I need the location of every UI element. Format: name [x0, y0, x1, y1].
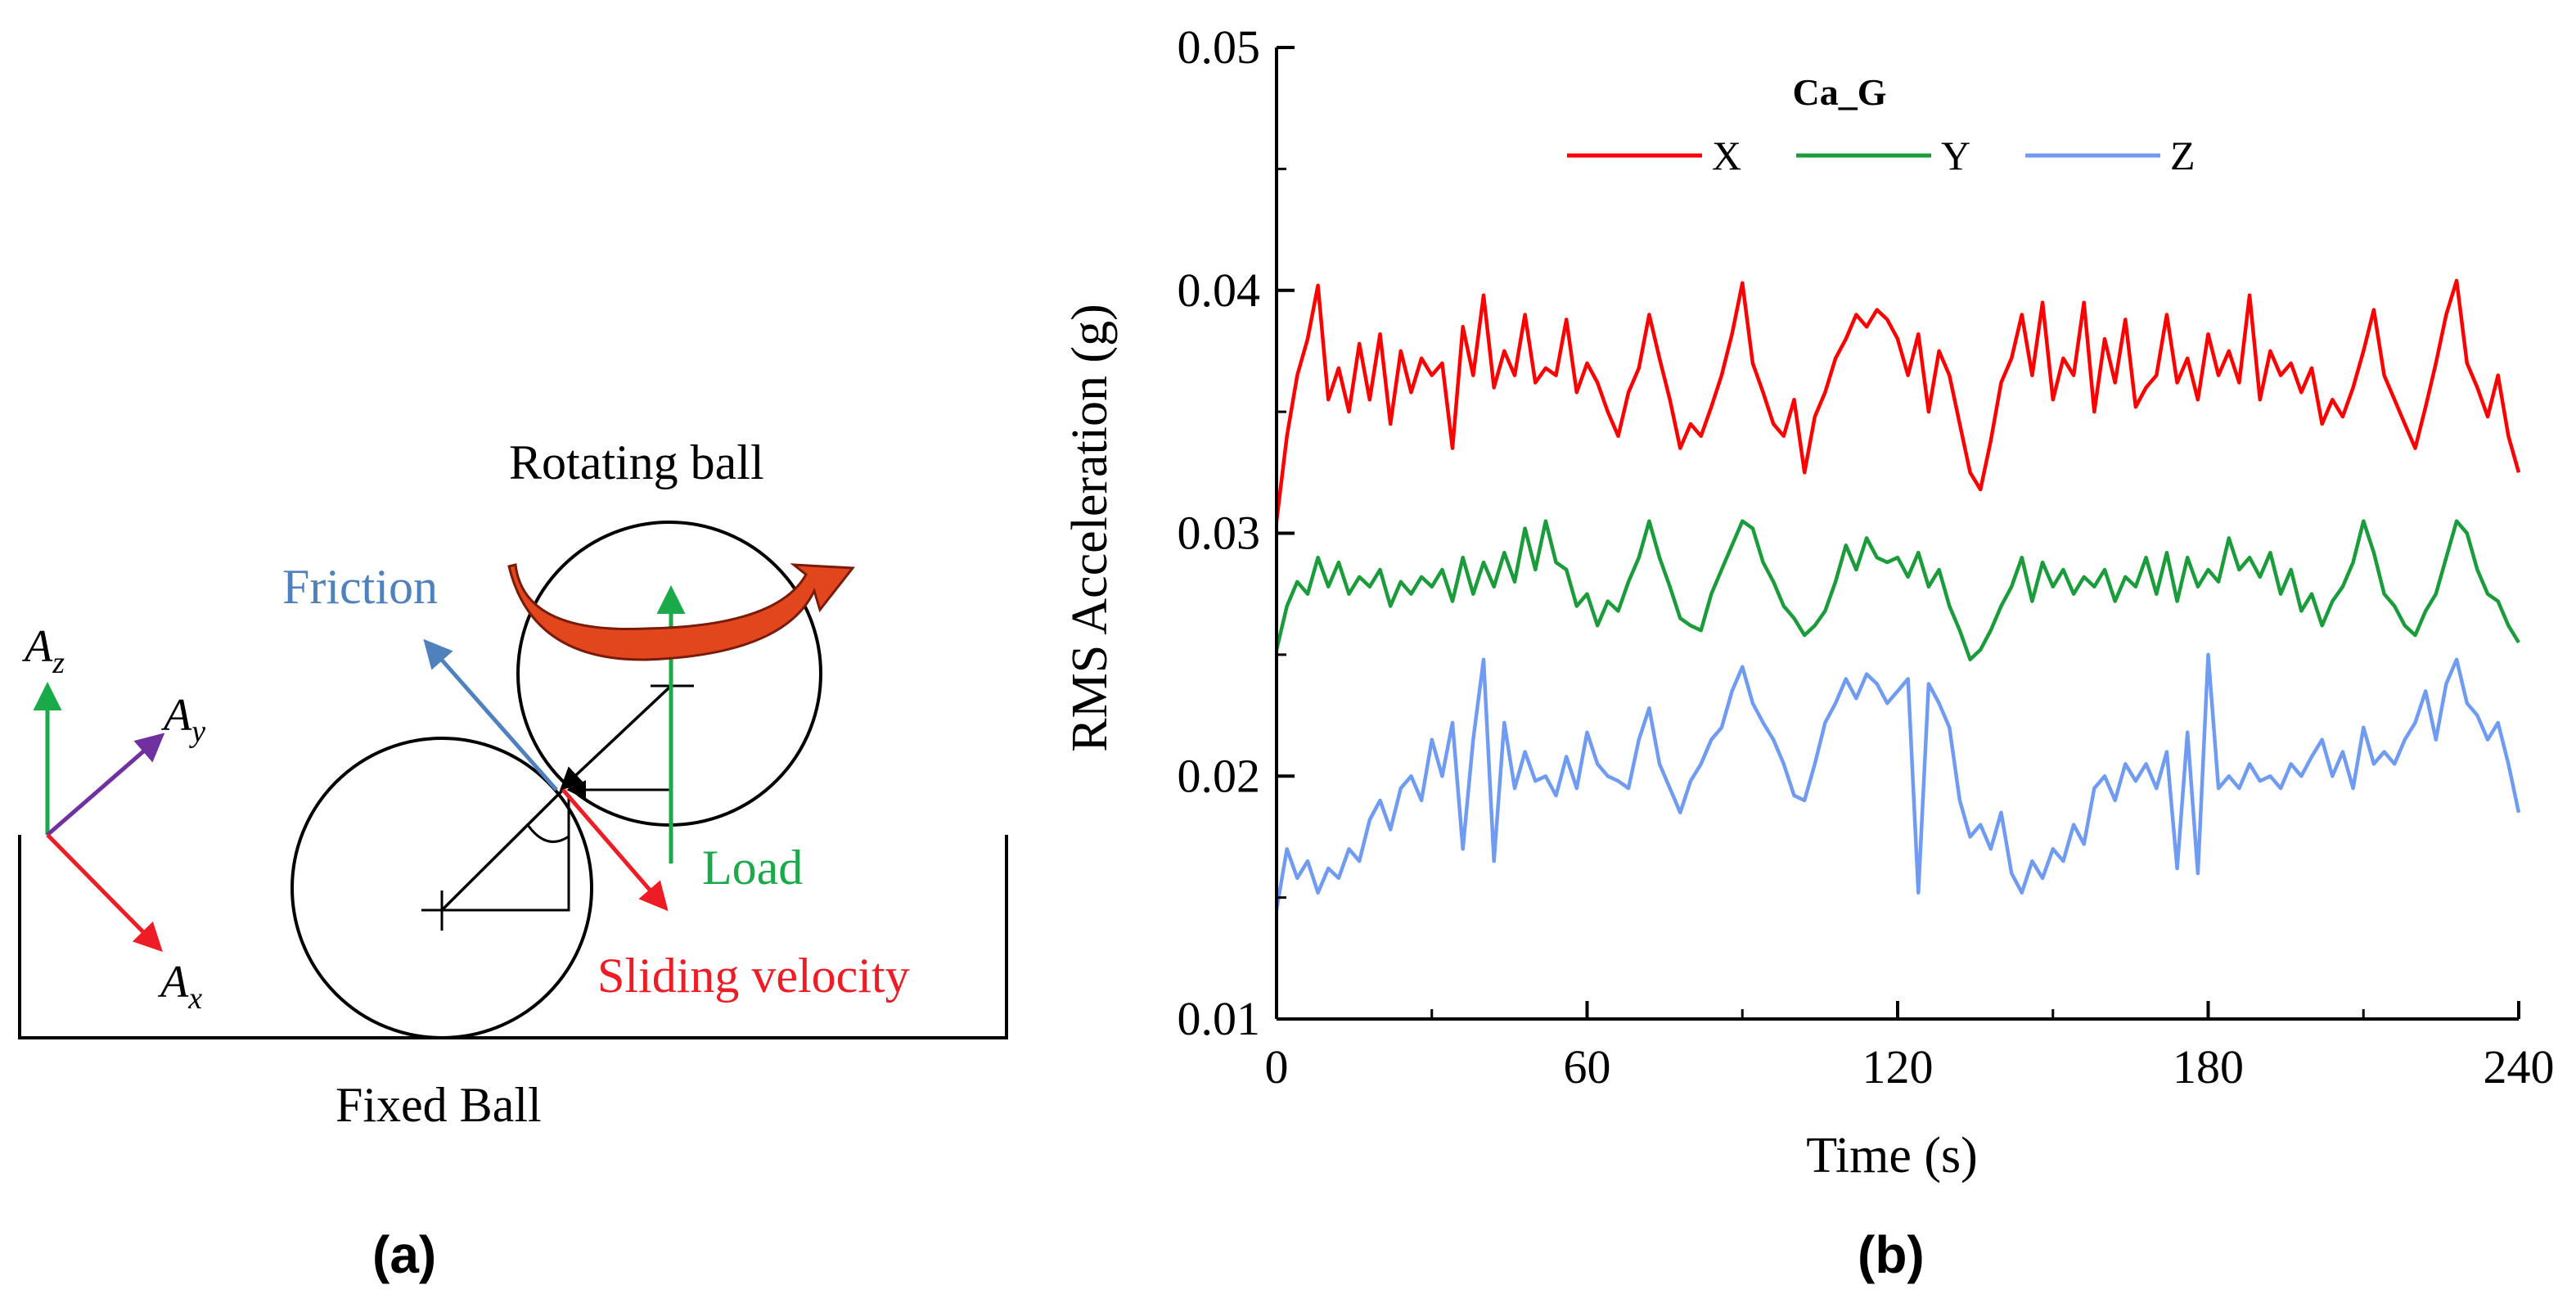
friction-label: Friction [282, 560, 438, 614]
ax-label: Ax [157, 957, 202, 1016]
series-line-x [1274, 278, 2521, 521]
friction-arrow [423, 638, 558, 791]
sliding-velocity-arrow [561, 788, 669, 912]
legend-label-y: Y [1941, 133, 1970, 178]
x-tick-label: 120 [1862, 1040, 1934, 1093]
container-box [18, 835, 1008, 1039]
panel-a-label: (a) [372, 1225, 436, 1284]
normal-force-arrow [559, 684, 673, 791]
y-tick-label: 0.01 [1178, 992, 1261, 1045]
center-to-contact-line [440, 788, 565, 912]
ay-label: Ay [160, 690, 205, 749]
angle-arc [526, 824, 570, 843]
angle-triangle [442, 796, 570, 912]
y-tick-label: 0.04 [1178, 264, 1261, 317]
panel-b-label: (b) [1858, 1225, 1925, 1284]
load-label: Load [702, 841, 803, 895]
panel-a-diagram: Az Ay Ax Rotating ball Friction Load Sli… [18, 435, 1008, 1284]
plot-series-group [1274, 278, 2521, 910]
panel-b-chart: 0 60 120 180 240 0.01 0.02 0.03 0.04 0.05 Ca_G X Y Z… [1062, 20, 2555, 1284]
az-label: Az [21, 621, 65, 680]
x-tick-label: 0 [1265, 1040, 1289, 1093]
fixed-ball-label: Fixed Ball [336, 1078, 542, 1132]
ax-axis-arrow [46, 833, 163, 952]
x-tick-label: 180 [2173, 1040, 2244, 1093]
y-axis-title: RMS Acceleration (g) [1062, 304, 1118, 752]
y-tick-label: 0.05 [1178, 20, 1261, 74]
rotation-arrow-icon [507, 563, 855, 661]
legend-label-z: Z [2170, 133, 2195, 178]
series-line-z [1274, 652, 2521, 910]
x-axis-title: Time (s) [1806, 1128, 1978, 1184]
legend-title: Ca_G [1793, 71, 1887, 113]
y-tick-label: 0.02 [1178, 749, 1261, 802]
plot-axes-group: 0 60 120 180 240 0.01 0.02 0.03 0.04 0.05 [1178, 20, 2555, 1093]
x-tick-label: 240 [2484, 1040, 2555, 1093]
series-line-y [1274, 519, 2520, 662]
legend-label-x: X [1712, 133, 1741, 178]
x-tick-label: 60 [1564, 1040, 1611, 1093]
y-tick-label: 0.03 [1178, 507, 1261, 560]
legend: Ca_G X Y Z [1567, 71, 2195, 178]
sliding-velocity-label: Sliding velocity [597, 949, 910, 1003]
ay-axis-arrow [46, 733, 165, 836]
rotating-ball-label: Rotating ball [509, 435, 764, 489]
fixed-ball-circle [290, 737, 593, 1039]
